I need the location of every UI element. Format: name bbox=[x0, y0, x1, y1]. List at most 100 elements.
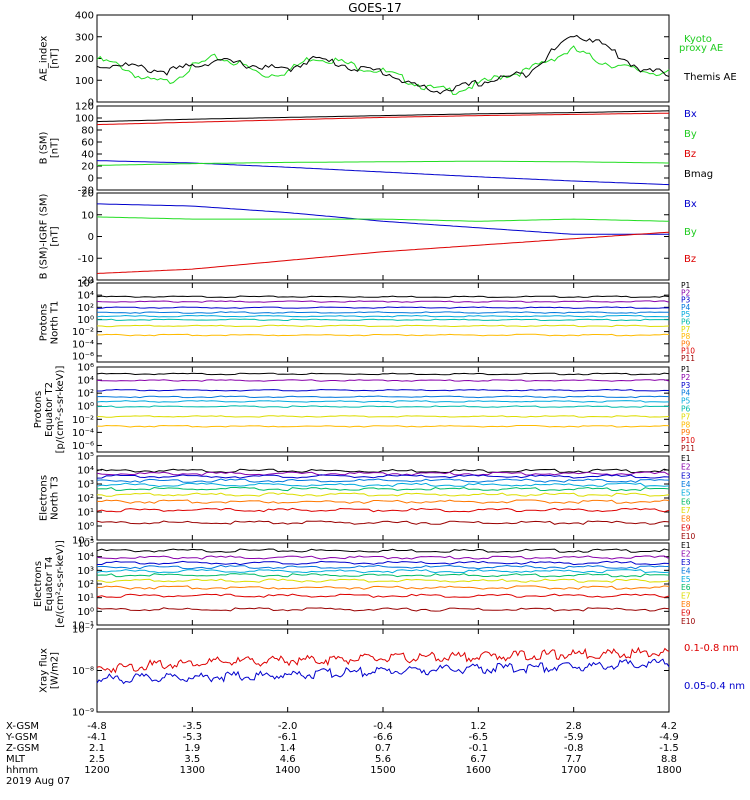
figure-title: GOES-17 bbox=[348, 1, 402, 15]
legend-label: E5 bbox=[681, 575, 691, 584]
legend-label: E1 bbox=[681, 541, 691, 550]
y-tick-label: 10² bbox=[77, 494, 94, 505]
series-p2 bbox=[96, 379, 670, 382]
legend-label: P8 bbox=[681, 332, 691, 341]
legend-label: E7 bbox=[681, 506, 691, 515]
y-tick-label: 400 bbox=[75, 11, 94, 22]
y-axis-label: [p/(cm²-s-sr-keV)] bbox=[55, 366, 66, 454]
y-axis-label: Equator T4 bbox=[44, 557, 55, 612]
y-tick-label: 0 bbox=[88, 232, 94, 243]
legend-label: By bbox=[684, 227, 697, 238]
y-axis-label: Protons bbox=[33, 391, 44, 428]
legend-label: E8 bbox=[681, 515, 691, 524]
x-row-value: 1600 bbox=[466, 765, 491, 776]
x-row-value: -0.1 bbox=[469, 743, 489, 754]
legend-label: E6 bbox=[681, 583, 691, 592]
y-tick-label: 120 bbox=[75, 102, 94, 113]
y-tick-label: 0 bbox=[88, 98, 94, 109]
y-tick-label: 10⁻² bbox=[72, 327, 94, 338]
x-row-label: Z-GSM bbox=[6, 743, 39, 754]
legend-label: E3 bbox=[681, 471, 691, 480]
series-p5 bbox=[96, 314, 670, 318]
legend-label: Bx bbox=[684, 109, 697, 120]
series-p4 bbox=[96, 395, 670, 399]
legend-label: P11 bbox=[681, 444, 695, 453]
x-row-value: 3.5 bbox=[184, 754, 200, 765]
x-row-value: -6.5 bbox=[469, 732, 489, 743]
series-p6 bbox=[96, 405, 670, 408]
y-tick-label: -20 bbox=[78, 276, 94, 287]
date-label: 2019 Aug 07 bbox=[6, 776, 70, 787]
series-0-05-0-4-nm bbox=[96, 658, 670, 685]
y-tick-label: 10 bbox=[81, 210, 94, 221]
y-tick-label: 10⁴ bbox=[77, 376, 94, 387]
x-row-value: -0.4 bbox=[373, 721, 393, 732]
panel-frame bbox=[96, 455, 670, 541]
legend-label: 0.05-0.4 nm bbox=[684, 681, 745, 692]
x-row-value: 1800 bbox=[656, 765, 681, 776]
series-e9 bbox=[96, 507, 670, 513]
y-axis-label: [W/m2] bbox=[50, 652, 61, 689]
x-row-value: 7.7 bbox=[566, 754, 582, 765]
y-tick-label: -20 bbox=[78, 186, 94, 197]
legend-label: E2 bbox=[681, 463, 691, 472]
series-e6 bbox=[96, 486, 670, 492]
legend-label: Themis AE bbox=[683, 72, 737, 83]
y-tick-label: 40 bbox=[81, 150, 94, 161]
y-axis-label: Protons bbox=[39, 304, 50, 341]
legend-label: P4 bbox=[681, 303, 691, 312]
legend-label: Bx bbox=[684, 199, 697, 210]
series-kyoto-proxy-ae bbox=[96, 45, 670, 96]
series-e8 bbox=[97, 585, 670, 590]
y-tick-label: 10⁻⁴ bbox=[72, 428, 94, 439]
x-row-value: 1.9 bbox=[184, 743, 200, 754]
panel-frame bbox=[96, 542, 670, 626]
y-tick-label: 10⁻⁶ bbox=[72, 351, 94, 362]
y-tick-label: 10⁴ bbox=[77, 291, 94, 302]
legend-label: P7 bbox=[681, 325, 691, 334]
legend-label: Bz bbox=[684, 254, 696, 265]
y-tick-label: 200 bbox=[75, 54, 94, 65]
y-axis-label: AE_index bbox=[39, 36, 50, 82]
y-tick-label: 10⁴ bbox=[77, 466, 94, 477]
series-p7 bbox=[96, 415, 670, 418]
series-e5 bbox=[96, 569, 670, 574]
legend-label: P9 bbox=[681, 339, 691, 348]
legend-label: E5 bbox=[681, 489, 691, 498]
x-row-value: -0.8 bbox=[564, 743, 584, 754]
y-tick-label: 80 bbox=[81, 126, 94, 137]
series-p3 bbox=[96, 306, 670, 309]
y-axis-label: [nT] bbox=[50, 48, 61, 68]
x-row-value: 1200 bbox=[84, 765, 109, 776]
y-tick-label: 10⁶ bbox=[77, 279, 94, 290]
y-axis-label: North T3 bbox=[50, 476, 61, 520]
y-axis-label: [e/(cm²-s-sr-keV)] bbox=[55, 540, 66, 628]
legend-label: P3 bbox=[681, 296, 691, 305]
legend-label: P11 bbox=[681, 354, 695, 363]
y-tick-label: 10⁰ bbox=[77, 315, 94, 326]
legend-label: E8 bbox=[681, 600, 691, 609]
series-e7 bbox=[96, 578, 670, 583]
legend-label: P1 bbox=[681, 281, 691, 290]
series-e10 bbox=[96, 607, 670, 612]
x-row-value: 1400 bbox=[275, 765, 300, 776]
y-tick-label: 10⁻⁹ bbox=[72, 708, 94, 719]
y-tick-label: -10 bbox=[78, 254, 94, 265]
legend-label: E10 bbox=[681, 532, 696, 541]
legend-label: E4 bbox=[681, 480, 691, 489]
y-tick-label: 10⁻¹ bbox=[72, 621, 94, 632]
x-row-value: -4.1 bbox=[87, 732, 107, 743]
series-p8 bbox=[96, 424, 670, 428]
legend-label: Kyoto bbox=[684, 34, 712, 45]
x-row-value: 8.8 bbox=[661, 754, 677, 765]
legend-label: P10 bbox=[681, 436, 695, 445]
series-p2 bbox=[96, 300, 670, 303]
series-e2 bbox=[96, 471, 670, 476]
series-bz bbox=[96, 231, 670, 274]
x-row-value: 2.8 bbox=[566, 721, 582, 732]
x-row-value: -1.5 bbox=[659, 743, 679, 754]
panel-frame bbox=[96, 282, 670, 363]
y-tick-label: 10⁴ bbox=[77, 552, 94, 563]
series-e3 bbox=[96, 474, 670, 479]
x-row-value: 2.5 bbox=[89, 754, 105, 765]
